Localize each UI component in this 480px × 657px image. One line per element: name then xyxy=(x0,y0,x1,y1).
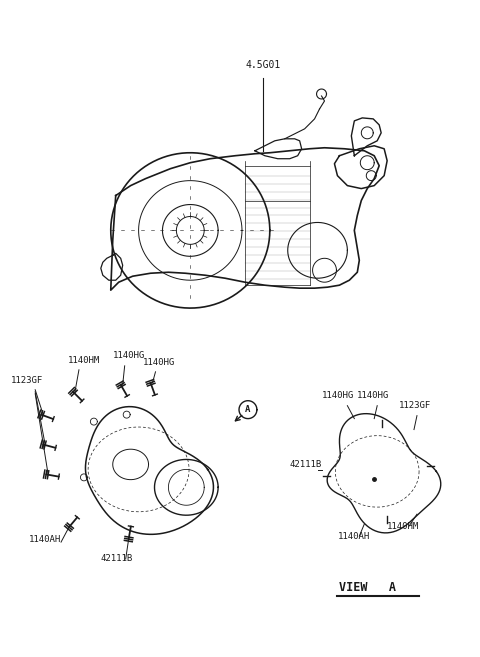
Text: 1140AH: 1140AH xyxy=(29,535,61,544)
Text: 42111B: 42111B xyxy=(101,554,133,563)
Text: 1140HM: 1140HM xyxy=(387,522,420,531)
Text: 1140AH: 1140AH xyxy=(337,532,370,541)
Text: 1140HG: 1140HG xyxy=(143,358,175,367)
Text: VIEW   A: VIEW A xyxy=(339,581,396,594)
Text: A: A xyxy=(245,405,251,414)
Text: 4.5G01: 4.5G01 xyxy=(245,60,280,70)
Text: 1140HG: 1140HG xyxy=(113,351,145,360)
Text: 1123GF: 1123GF xyxy=(399,401,432,410)
Text: 1140HM: 1140HM xyxy=(68,356,100,365)
Text: 1123GF: 1123GF xyxy=(12,376,44,385)
Text: 1140HG: 1140HG xyxy=(357,391,390,399)
Text: 1140HG: 1140HG xyxy=(322,391,354,399)
Text: 42111B: 42111B xyxy=(290,461,322,469)
